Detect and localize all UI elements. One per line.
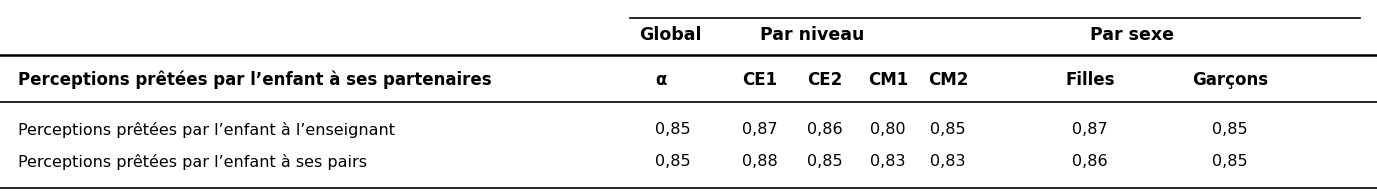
Text: 0,83: 0,83	[870, 154, 906, 169]
Text: α: α	[655, 71, 666, 89]
Text: 0,85: 0,85	[807, 154, 843, 169]
Text: CM2: CM2	[928, 71, 968, 89]
Text: Global: Global	[639, 26, 701, 44]
Text: Perceptions prêtées par l’enfant à ses pairs: Perceptions prêtées par l’enfant à ses p…	[18, 154, 368, 170]
Text: Garçons: Garçons	[1192, 71, 1268, 89]
Text: 0,83: 0,83	[931, 154, 965, 169]
Text: Par niveau: Par niveau	[760, 26, 865, 44]
Text: 0,80: 0,80	[870, 122, 906, 137]
Text: 0,86: 0,86	[807, 122, 843, 137]
Text: 0,85: 0,85	[655, 154, 691, 169]
Text: 0,85: 0,85	[1212, 122, 1248, 137]
Text: Par sexe: Par sexe	[1091, 26, 1175, 44]
Text: 0,87: 0,87	[742, 122, 778, 137]
Text: 0,88: 0,88	[742, 154, 778, 169]
Text: Filles: Filles	[1066, 71, 1115, 89]
Text: 0,85: 0,85	[655, 122, 691, 137]
Text: 0,86: 0,86	[1073, 154, 1108, 169]
Text: Perceptions prêtées par l’enfant à l’enseignant: Perceptions prêtées par l’enfant à l’ens…	[18, 122, 395, 138]
Text: 0,87: 0,87	[1073, 122, 1108, 137]
Text: Perceptions prêtées par l’enfant à ses partenaires: Perceptions prêtées par l’enfant à ses p…	[18, 71, 492, 89]
Text: 0,85: 0,85	[1212, 154, 1248, 169]
Text: CE1: CE1	[742, 71, 778, 89]
Text: 0,85: 0,85	[931, 122, 965, 137]
Text: CE2: CE2	[807, 71, 843, 89]
Text: CM1: CM1	[868, 71, 907, 89]
